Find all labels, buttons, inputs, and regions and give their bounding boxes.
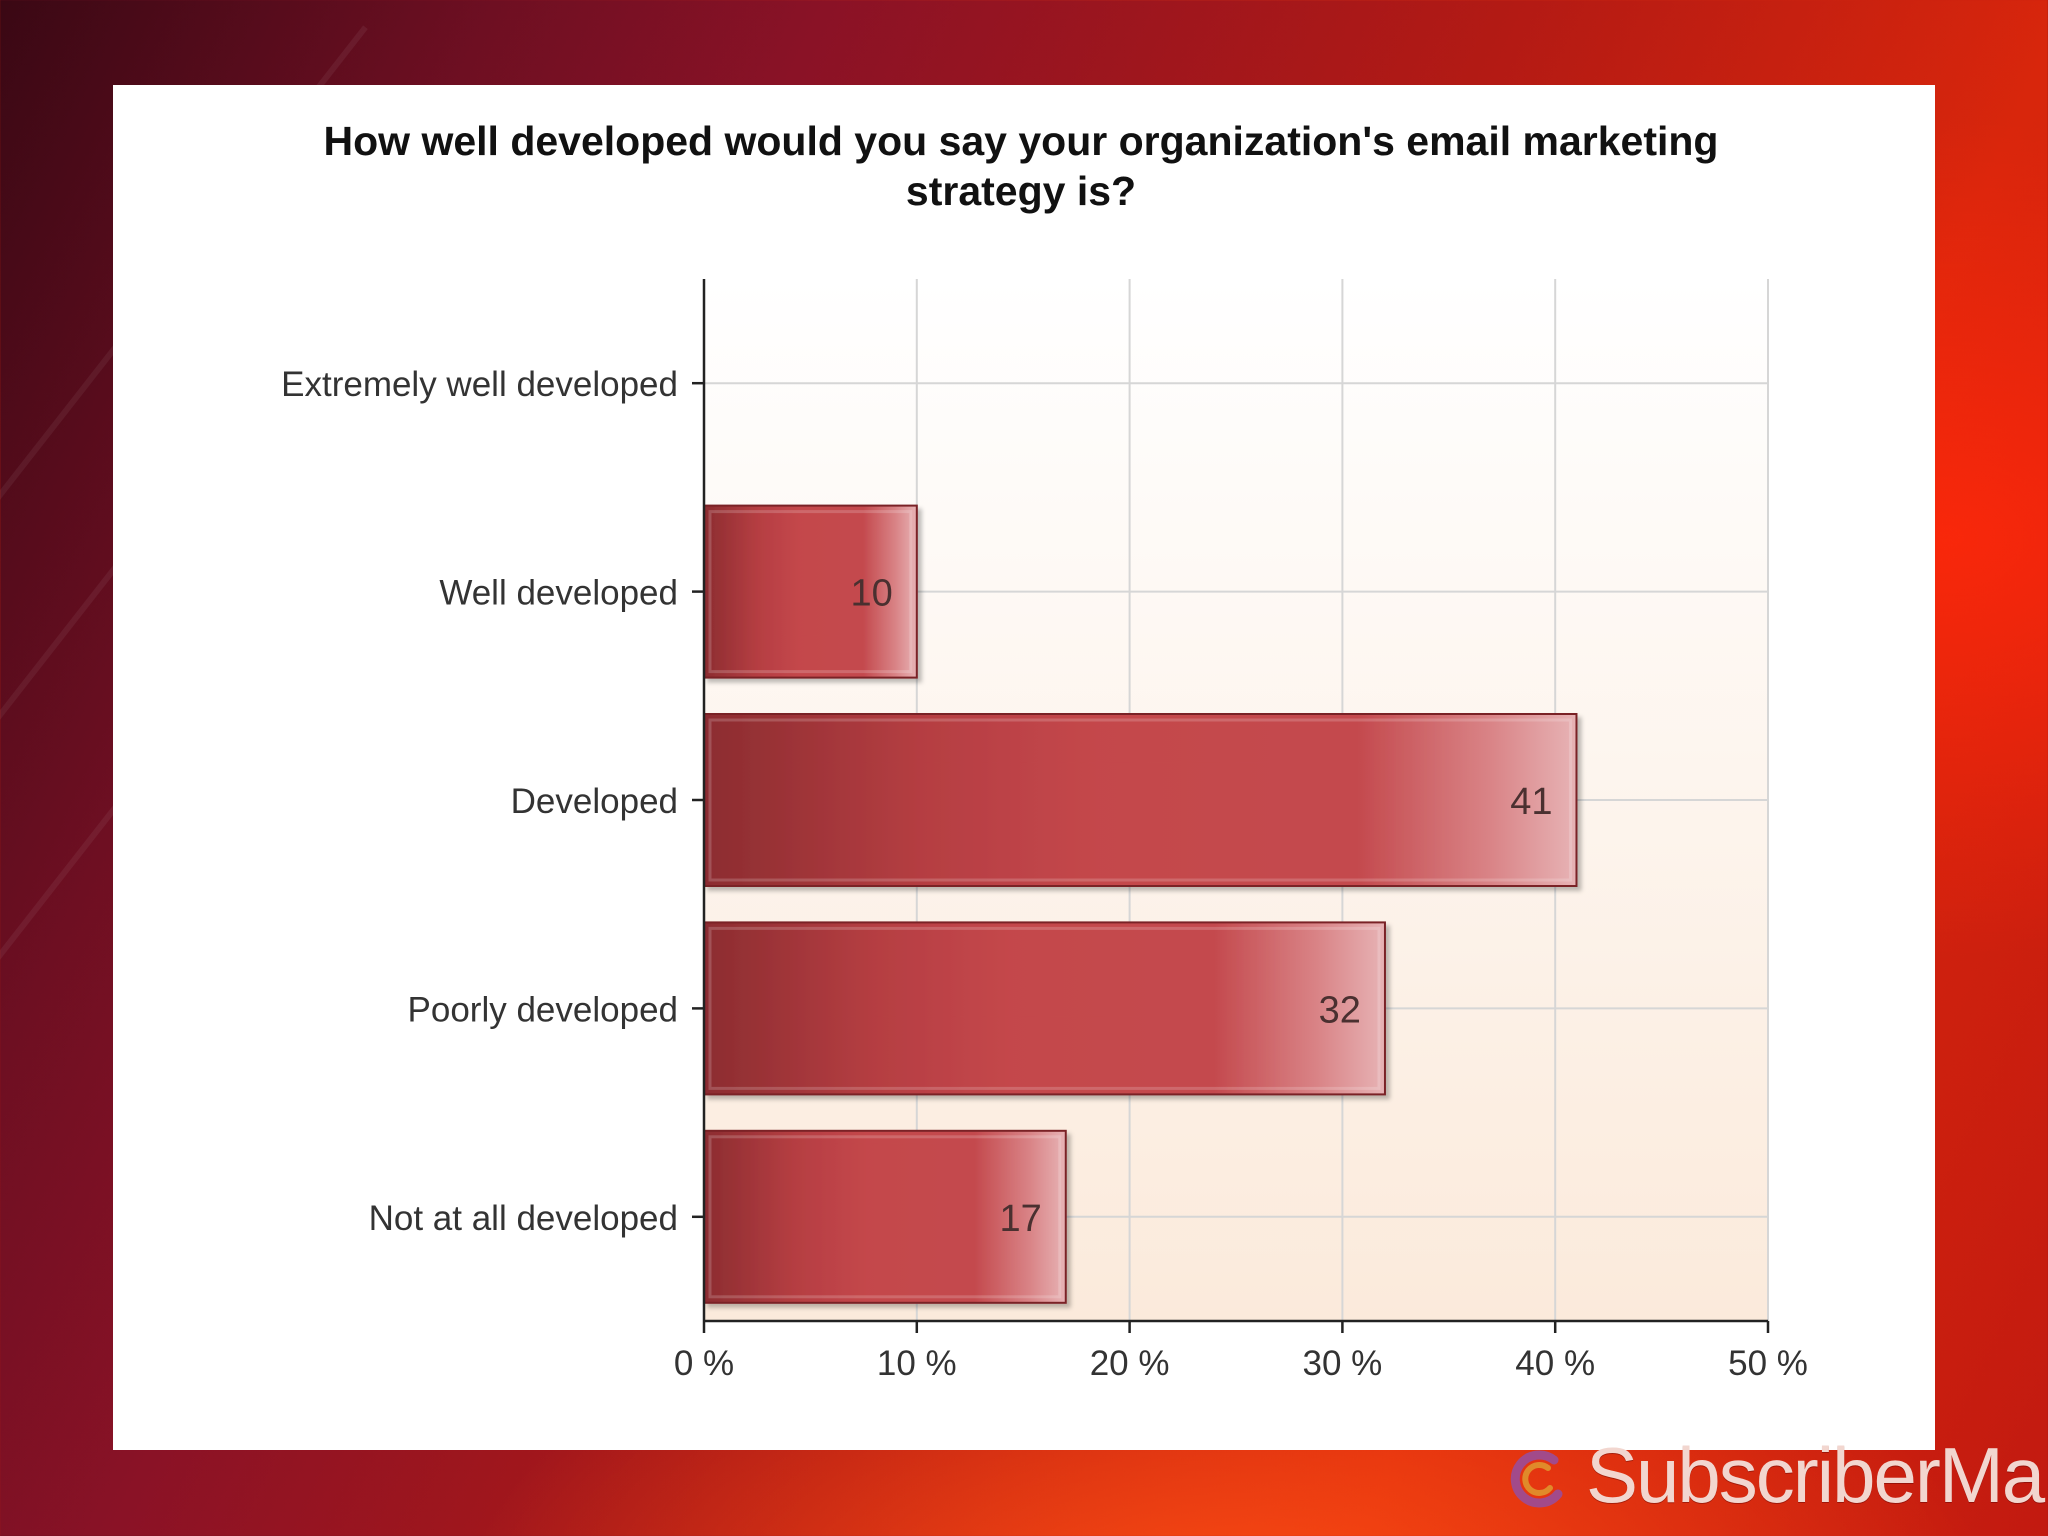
x-tick-label: 0 %: [674, 1344, 734, 1383]
chart-title-line: How well developed would you say your or…: [324, 118, 1719, 164]
subscribermail-swirl-icon: [1510, 1450, 1563, 1508]
bar-developed: [703, 713, 1578, 887]
bars: 10 41 32 17: [703, 504, 1578, 1304]
bar-data-label: 17: [999, 1198, 1041, 1240]
x-tick-label: 50 %: [1728, 1344, 1808, 1383]
bar-data-label: 10: [851, 573, 893, 615]
category-label: Not at all developed: [369, 1199, 678, 1238]
x-tick-label: 40 %: [1515, 1344, 1595, 1383]
category-labels: Extremely well developed Well developed De…: [281, 365, 678, 1238]
bar-bevel: [708, 926, 1381, 1090]
bar-bevel: [708, 510, 913, 674]
brand-name: SubscriberMail: [1586, 1431, 2048, 1519]
bar-well-developed: [703, 504, 918, 679]
bar-not-at-all-developed: [703, 1129, 1067, 1304]
brand-logo: SubscriberMail: [1508, 1430, 2048, 1530]
category-label: Developed: [511, 782, 678, 821]
bar-bevel: [708, 718, 1572, 882]
bar-bevel: [708, 1135, 1062, 1299]
bar-data-label: 41: [1510, 781, 1552, 823]
x-tick-labels: 0 % 10 % 20 % 30 % 40 % 50 %: [674, 1344, 1808, 1383]
chart-title-line: strategy is?: [906, 168, 1136, 214]
chart-title: How well developed would you say your or…: [324, 118, 1719, 214]
category-label: Poorly developed: [408, 990, 678, 1029]
chart-panel: How well developed would you say your or…: [113, 85, 1935, 1450]
x-tick-label: 20 %: [1090, 1344, 1170, 1383]
x-tick-label: 10 %: [877, 1344, 957, 1383]
category-label: Extremely well developed: [281, 365, 678, 404]
axes: [692, 279, 1770, 1333]
bar-data-label: 32: [1319, 989, 1361, 1031]
bar-poorly-developed: [703, 921, 1386, 1096]
category-label: Well developed: [439, 574, 678, 613]
bar-chart: How well developed would you say your or…: [281, 118, 1808, 1383]
x-tick-label: 30 %: [1303, 1344, 1383, 1383]
